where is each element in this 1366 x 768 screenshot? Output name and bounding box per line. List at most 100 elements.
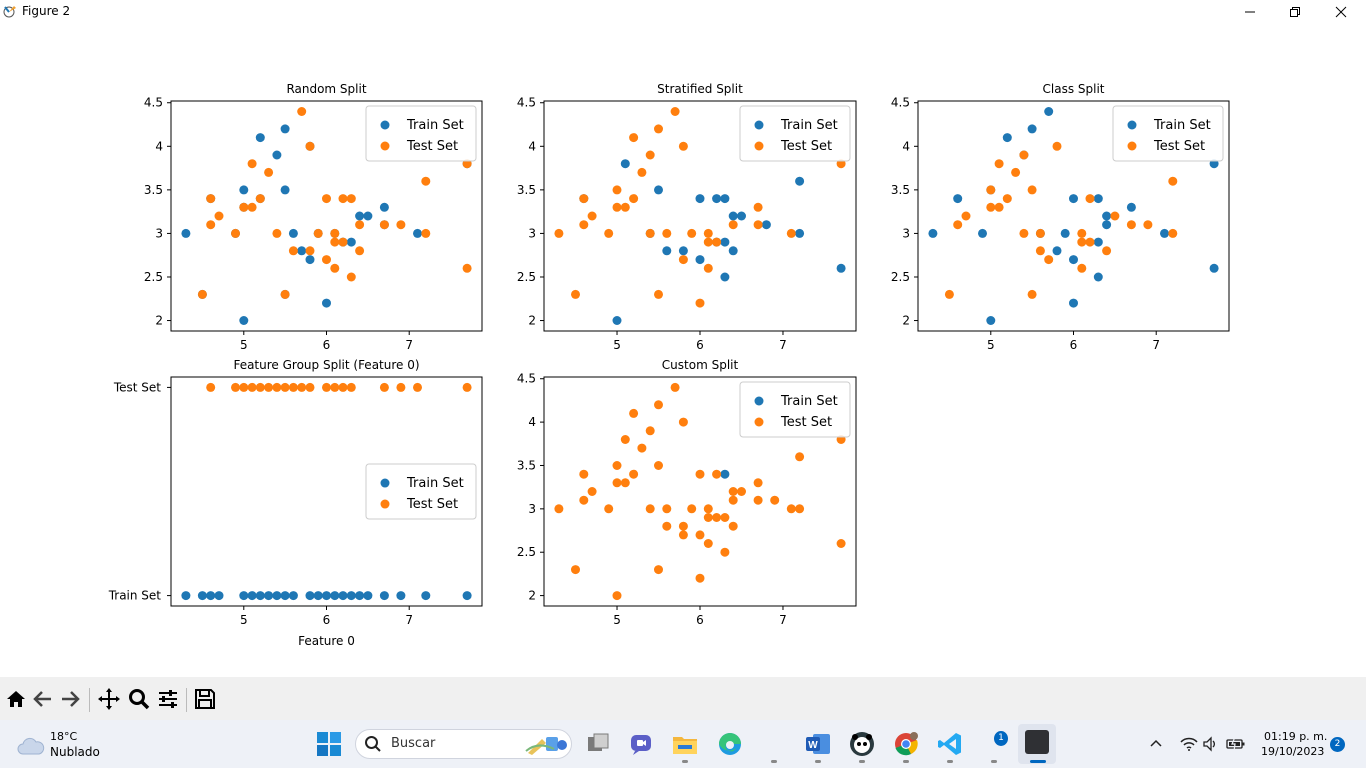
x-tick-label: 5 [613,613,621,627]
x-tick-label: 7 [405,613,413,627]
weather-condition: Nublado [50,745,100,759]
train-point [1069,298,1078,308]
test-point [346,272,356,282]
test-point [305,382,315,392]
x-tick-label: 7 [405,338,413,352]
close-button[interactable] [1318,0,1364,23]
test-point [421,176,431,186]
chevron-up-icon[interactable] [1149,737,1163,751]
legend-label: Train Set [780,394,838,409]
search-highlight-icon [525,737,567,755]
panda-app-icon [850,732,874,756]
train-point [255,133,265,143]
test-point [579,220,589,230]
test-point [462,382,472,392]
back-button[interactable] [30,686,56,712]
train-point [322,591,331,601]
train-point [1102,220,1112,230]
restore-icon [1290,6,1300,17]
test-point [678,521,688,531]
legend-box [365,463,477,520]
test-point [1011,167,1021,177]
test-point [231,382,240,392]
test-point [338,194,348,204]
app-badge: 1 [994,730,1008,746]
taskbar-app-button[interactable]: 1 [980,730,1008,758]
y-tick-label: 4 [528,415,536,429]
train-point [280,124,290,134]
forward-button[interactable] [57,686,83,712]
train-point [953,194,963,204]
notification-badge[interactable]: 2 [1330,737,1345,752]
volume-icon[interactable] [1202,736,1218,752]
svg-text:W: W [808,740,818,751]
task-view-button[interactable] [584,730,612,758]
test-point [579,194,589,204]
y-tick-label: 2.5 [144,270,163,284]
chrome-button[interactable] [892,730,920,758]
y-tick-label: 2 [155,314,163,328]
clock-date[interactable]: 19/10/2023 [1261,745,1325,758]
train-point [280,185,290,195]
zoom-button[interactable] [126,686,152,712]
home-button[interactable] [3,686,29,712]
teams-chat-button[interactable] [627,730,655,758]
test-point [645,150,655,160]
pan-button[interactable] [96,686,122,712]
train-point [413,228,422,238]
legend-label: Test Set [780,139,832,154]
taskbar-search-box[interactable] [355,729,572,759]
minimize-button[interactable] [1227,0,1273,23]
test-point [604,228,614,238]
test-point [645,426,655,436]
test-point [554,504,564,514]
cloud-icon [17,737,45,755]
x-axis-label: Feature 0 [298,634,355,648]
train-point [978,228,987,238]
wifi-icon[interactable] [1180,736,1198,752]
test-point [986,202,996,212]
test-point [1019,150,1029,160]
test-point [637,443,647,453]
python-app-button[interactable] [848,730,876,758]
windows-logo-icon [317,732,341,756]
test-point [288,246,298,256]
test-point [654,461,663,470]
train-point [313,591,323,601]
file-explorer-button[interactable] [671,730,699,758]
y-tick-label: 2 [528,314,536,328]
edge-browser-button[interactable] [716,730,744,758]
legend-box [739,105,851,162]
figure-canvas[interactable]: Random Split 5 6 7 2 2.5 3 3.5 4 4.5 Train Set Test… [0,23,1366,677]
y-tick-label: 4.5 [517,372,536,386]
test-point [571,289,580,299]
restore-button[interactable] [1272,0,1318,23]
clock-time[interactable]: 01:19 p. m. [1264,730,1328,743]
save-button[interactable] [192,686,218,712]
running-indicator [682,760,688,763]
word-button[interactable]: W [804,730,832,758]
y-tick-label: 2 [902,314,910,328]
legend-marker [754,141,764,151]
train-point [322,298,331,308]
weather-widget[interactable] [17,730,127,762]
subplot-title: Random Split [286,82,366,96]
chrome-icon [895,732,918,756]
configure-subplots-button[interactable] [155,686,181,712]
x-tick-label: 7 [1152,338,1160,352]
test-point [1035,228,1045,238]
test-point [1168,228,1178,238]
x-tick-label: 6 [696,613,704,627]
start-button[interactable] [316,731,342,757]
battery-icon[interactable] [1226,737,1246,751]
test-point [836,539,846,548]
test-point [654,400,663,410]
x-tick-label: 5 [613,338,621,352]
active-window-button[interactable] [1018,724,1056,764]
vscode-button[interactable] [936,730,964,758]
test-point [346,194,356,204]
test-point [1110,211,1120,221]
test-point [695,573,705,583]
train-point [239,591,249,601]
running-indicator [771,760,777,763]
